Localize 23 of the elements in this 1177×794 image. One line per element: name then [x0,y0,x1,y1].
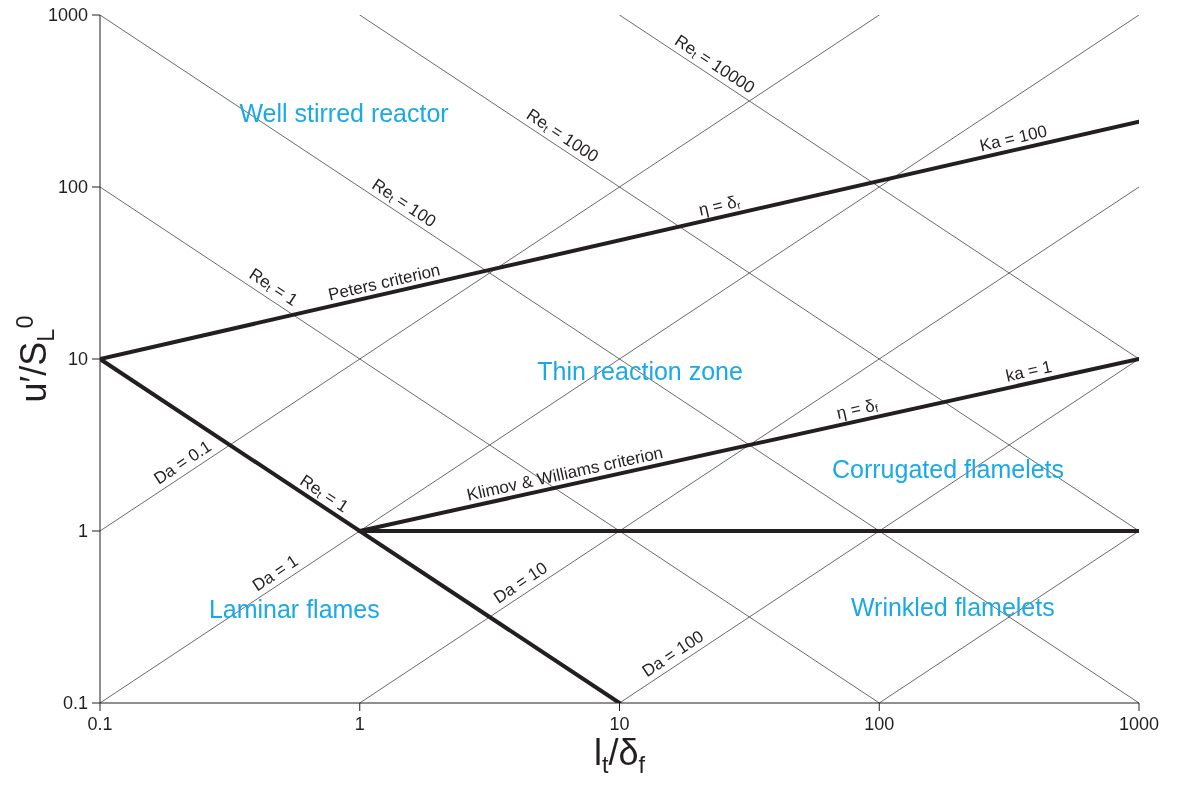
annotation: Da = 0.1 [150,436,215,488]
annotation: Da = 100 [638,626,707,681]
annotation: Thin reaction zone [537,357,743,386]
annotation: Well stirred reactor [239,98,449,127]
x-axis-title: l$_{t}$/δ$_{f}$ [593,732,646,779]
annotation: Da = 10 [490,557,551,607]
annotation: Klimov & Williams criterion [464,442,665,505]
annotation: Peters criterion [326,259,442,304]
y-tick-label: 0.1 [62,693,88,714]
y-tick-label: 1 [77,521,88,542]
annotation: Laminar flames [208,595,380,624]
x-tick-label: 10 [609,713,630,734]
x-tick-label: 1000 [1118,713,1160,734]
y-tick-label: 1000 [47,5,88,26]
x-tick-label: 100 [864,713,895,734]
annotation: Da = 1 [248,550,302,595]
annotation: ka = 1 [1003,356,1054,386]
annotation: Corrugated flamelets [832,454,1065,483]
x-tick-label: 1 [354,713,365,734]
annotation: Ka = 100 [977,121,1049,155]
x-tick-label: 0.1 [87,713,113,734]
y-tick-label: 100 [57,177,88,198]
y-tick-label: 10 [67,349,88,370]
